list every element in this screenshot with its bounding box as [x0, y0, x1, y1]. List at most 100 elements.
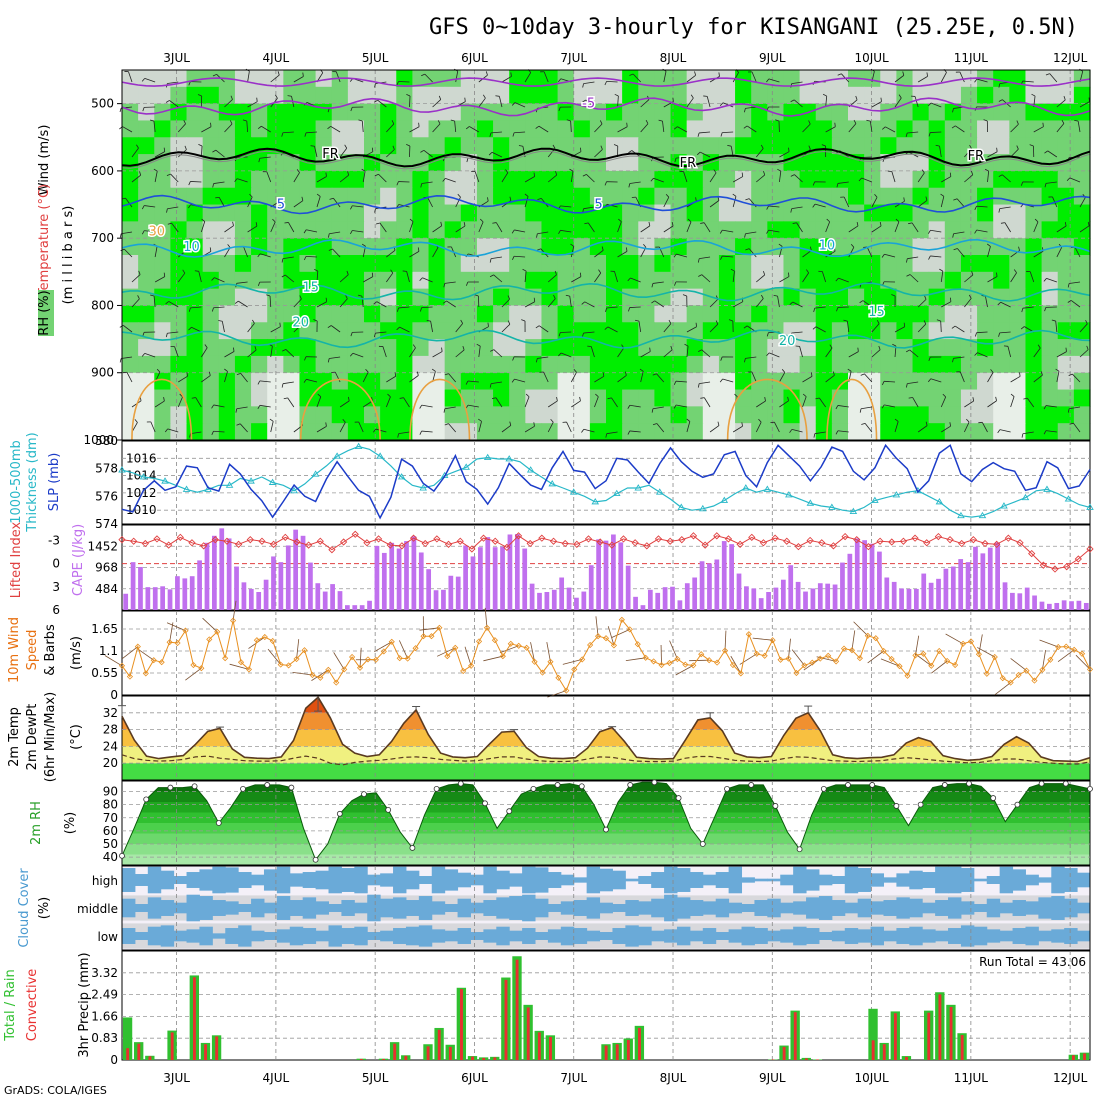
upper-air-barb-flag [420, 183, 423, 188]
rh-cell [347, 255, 365, 273]
upper-air-barb-flag [374, 83, 376, 88]
upper-air-barb [177, 123, 186, 133]
upper-air-barb-flag [874, 194, 878, 198]
upper-air-barb [751, 71, 757, 83]
cloud-bar [612, 928, 626, 944]
li-marker [293, 538, 301, 546]
upper-air-barb [293, 298, 302, 308]
rh-cell [122, 120, 139, 138]
rh-cell [396, 187, 413, 206]
cloud-bar [586, 866, 601, 894]
cloud-bar [354, 902, 368, 914]
surface-wind-barbs [104, 600, 1091, 698]
upper-air-barb [122, 126, 133, 133]
rh-cell [864, 271, 881, 290]
rh-cell [331, 406, 349, 424]
wind-speed-marker [753, 650, 760, 657]
upper-air-barb-flag [1043, 430, 1047, 435]
upper-air-barb [330, 325, 341, 333]
upper-air-barb-flag [837, 73, 842, 76]
rh-cell [218, 423, 236, 441]
rh-cell [864, 288, 881, 307]
upper-air-barb-flag [371, 147, 374, 152]
upper-air-barb [1072, 373, 1081, 383]
wind-speed-marker [928, 662, 935, 669]
upper-air-barb-flag [882, 157, 885, 163]
rh-cell [654, 86, 672, 105]
upper-air-barb-flag [450, 119, 455, 122]
upper-air-barb-flag [1066, 177, 1071, 182]
rh-cell [896, 255, 914, 273]
li-marker [165, 541, 173, 549]
upper-air-barb-flag [440, 221, 443, 226]
rh-cell [993, 187, 1010, 206]
upper-air-barb [956, 198, 965, 208]
cape-bar [692, 577, 698, 610]
rh-cell [315, 271, 333, 290]
rh-cell [299, 137, 317, 155]
upper-air-barb [524, 301, 535, 308]
rh-cell [396, 103, 413, 122]
wind-speed-marker [396, 655, 403, 662]
rh-cell [589, 305, 607, 323]
rh-cell [444, 137, 462, 155]
rh-cell [815, 204, 833, 222]
rh-cell [202, 120, 220, 138]
cape-bar [352, 605, 358, 610]
li-marker [748, 533, 756, 542]
thickness-marker [505, 455, 513, 462]
cape-bar [212, 535, 217, 610]
cloud-bar [1077, 872, 1091, 888]
upper-air-barb-flag [645, 120, 649, 124]
rh-cell [960, 86, 978, 105]
upper-air-barb-flag [374, 208, 376, 213]
cloud-bar [186, 872, 200, 888]
rh-tick-label-1: 50 [103, 837, 118, 851]
rh-cell [718, 339, 736, 357]
rh-cell [977, 170, 994, 189]
upper-air-barb [385, 396, 391, 408]
rh-cell [799, 271, 817, 290]
upper-air-barb [218, 197, 225, 208]
temp-tick-label-2: 28 [103, 723, 118, 737]
upper-air-barb [421, 404, 433, 408]
upper-air-barb [270, 421, 274, 433]
rh-cell [234, 305, 252, 323]
wind-speed-marker [737, 670, 744, 677]
upper-air-barb [632, 73, 641, 83]
upper-air-barb [654, 300, 665, 308]
cloud-bar [728, 902, 743, 914]
upper-air-barb [144, 353, 156, 358]
chart-title: GFS 0~10day 3-hourly for KISANGANI (25.2… [429, 15, 1078, 40]
date-label-bottom-3: 6JUL [461, 1071, 488, 1085]
rh-cell [525, 423, 543, 441]
rh-cell [283, 103, 301, 122]
rh-cell [622, 103, 639, 122]
upper-air-barb [894, 97, 902, 108]
wind-speed-marker [436, 624, 443, 631]
cape-bar [780, 579, 786, 610]
rh-cell [315, 288, 333, 307]
cloud-bar [638, 901, 652, 915]
rh-cell [573, 355, 591, 374]
upper-air-barb-flag [995, 396, 997, 401]
rh-cell [347, 221, 365, 239]
rh-cell [1025, 221, 1043, 239]
rh-cell [380, 288, 397, 307]
upper-air-barb-flag [234, 178, 238, 182]
rh-cell [251, 86, 268, 105]
upper-air-barb-flag [584, 222, 589, 225]
upper-air-barb [490, 131, 502, 134]
upper-air-barb-flag [651, 300, 655, 304]
upper-air-barb [606, 306, 618, 309]
cloud-bar [715, 898, 730, 918]
rh-cell [1041, 70, 1059, 88]
li-marker [1063, 563, 1071, 571]
upper-air-barb-flag [987, 243, 991, 247]
rh-cell [896, 238, 914, 256]
upper-air-barb [491, 256, 503, 260]
slp-line [121, 443, 1091, 520]
surface-wind-barb [499, 645, 519, 654]
upper-air-barb [446, 300, 456, 308]
upper-air-barb-flag [974, 78, 978, 83]
